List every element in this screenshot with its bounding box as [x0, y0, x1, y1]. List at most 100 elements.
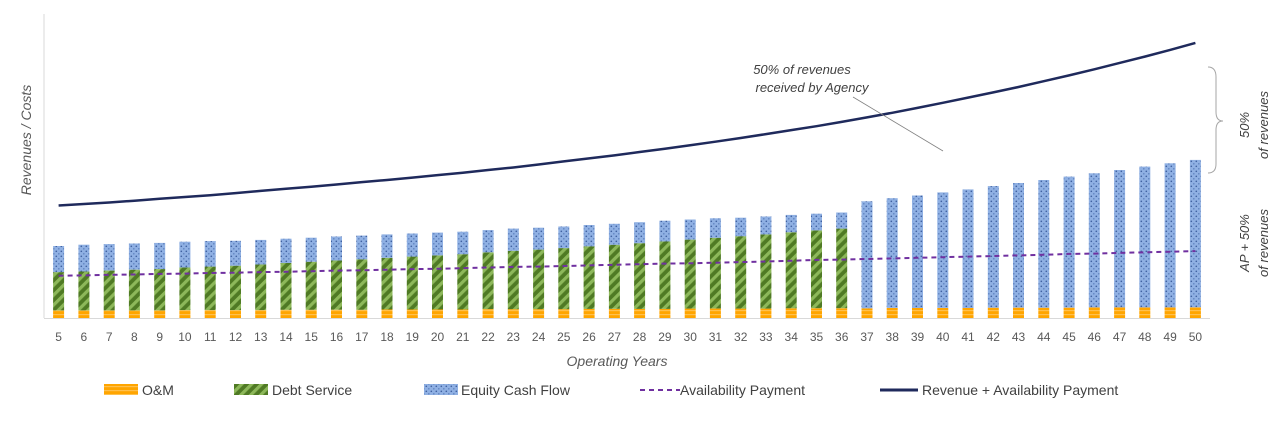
bar-om-46: [1088, 307, 1100, 318]
bar-equity-cash-flow-11: [204, 241, 216, 267]
bar-om-28: [634, 308, 646, 318]
annotation-lower-line2: of revenues: [1256, 209, 1271, 277]
annotation-lower-line1: AP + 50%: [1237, 214, 1252, 273]
bar-equity-cash-flow-25: [558, 226, 570, 249]
x-tick-label-8: 8: [131, 330, 138, 344]
x-tick-label-47: 47: [1113, 330, 1127, 344]
bar-om-30: [684, 308, 696, 318]
bar-om-48: [1139, 307, 1151, 318]
bar-debt-service-7: [103, 270, 115, 311]
x-tick-label-25: 25: [557, 330, 571, 344]
bar-equity-cash-flow-21: [457, 231, 469, 255]
bar-debt-service-9: [154, 269, 166, 311]
bar-om-22: [482, 309, 494, 318]
bar-equity-cash-flow-36: [836, 212, 848, 229]
x-tick-label-6: 6: [81, 330, 88, 344]
legend-label-om: O&M: [142, 382, 174, 398]
bar-equity-cash-flow-22: [482, 230, 494, 253]
line-layer: [58, 41, 1196, 277]
x-tick-label-32: 32: [734, 330, 748, 344]
bar-om-11: [204, 310, 216, 318]
bar-om-6: [78, 310, 90, 318]
x-tick-label-27: 27: [608, 330, 622, 344]
bar-debt-service-15: [305, 261, 317, 310]
bar-equity-cash-flow-41: [962, 189, 974, 308]
bar-debt-service-25: [558, 248, 570, 310]
x-tick-label-23: 23: [507, 330, 521, 344]
bar-equity-cash-flow-13: [255, 239, 267, 265]
x-tick-label-19: 19: [406, 330, 420, 344]
annotation-agency-line1: 50% of revenues: [753, 62, 851, 77]
x-tick-label-30: 30: [684, 330, 698, 344]
bar-debt-service-20: [432, 255, 443, 310]
legend-label-equity: Equity Cash Flow: [461, 382, 571, 398]
bar-equity-cash-flow-37: [861, 201, 873, 309]
bar-equity-cash-flow-5: [53, 246, 65, 273]
bar-debt-service-34: [785, 232, 797, 309]
bar-equity-cash-flow-33: [760, 216, 772, 235]
bar-om-24: [533, 309, 545, 318]
x-tick-label-37: 37: [860, 330, 874, 344]
bar-om-44: [1038, 307, 1050, 318]
bar-equity-cash-flow-34: [785, 214, 797, 233]
x-tick-label-21: 21: [456, 330, 470, 344]
bar-layer: [53, 159, 1201, 318]
bar-equity-cash-flow-16: [331, 236, 342, 261]
bar-debt-service-36: [836, 228, 848, 309]
x-tick-label-34: 34: [785, 330, 799, 344]
bar-om-25: [558, 309, 570, 318]
bar-equity-cash-flow-40: [937, 192, 949, 308]
bar-equity-cash-flow-15: [305, 237, 317, 262]
bar-equity-cash-flow-6: [78, 244, 90, 272]
x-tick-label-49: 49: [1163, 330, 1177, 344]
bar-equity-cash-flow-39: [912, 195, 923, 308]
bar-om-10: [179, 310, 191, 318]
bar-om-7: [103, 310, 115, 318]
x-tick-label-46: 46: [1088, 330, 1102, 344]
bar-equity-cash-flow-10: [179, 241, 191, 268]
bar-debt-service-12: [230, 265, 241, 311]
bar-debt-service-5: [53, 272, 65, 311]
bar-om-36: [836, 308, 848, 318]
bar-om-47: [1114, 307, 1126, 318]
bar-om-15: [305, 309, 317, 318]
bar-debt-service-24: [533, 249, 545, 310]
bar-om-42: [987, 307, 999, 318]
bar-equity-cash-flow-46: [1088, 173, 1100, 308]
bar-debt-service-30: [684, 239, 696, 309]
bar-equity-cash-flow-23: [507, 228, 519, 251]
bar-equity-cash-flow-17: [356, 235, 368, 260]
bar-debt-service-19: [406, 256, 418, 310]
bar-equity-cash-flow-29: [659, 220, 671, 242]
x-tick-label-26: 26: [582, 330, 596, 344]
bar-om-49: [1164, 307, 1176, 318]
x-tick-label-18: 18: [380, 330, 394, 344]
bar-debt-service-27: [608, 244, 620, 309]
bar-equity-cash-flow-19: [406, 233, 418, 257]
x-tick-label-9: 9: [156, 330, 163, 344]
bar-debt-service-14: [280, 263, 292, 310]
legend-label-debt: Debt Service: [272, 382, 352, 398]
bar-om-17: [356, 309, 368, 318]
legend-label-revenue: Revenue + Availability Payment: [922, 382, 1118, 398]
bar-debt-service-26: [583, 246, 595, 309]
bar-om-29: [659, 308, 671, 318]
bar-om-27: [608, 308, 620, 318]
bar-om-40: [937, 308, 949, 318]
bar-om-33: [760, 308, 772, 318]
bar-debt-service-33: [760, 234, 772, 309]
x-tick-label-24: 24: [532, 330, 546, 344]
bar-equity-cash-flow-44: [1038, 180, 1050, 308]
bar-equity-cash-flow-27: [608, 223, 620, 245]
bar-om-43: [1013, 307, 1024, 318]
bar-equity-cash-flow-7: [103, 244, 115, 271]
bar-equity-cash-flow-20: [432, 232, 443, 256]
x-tick-label-12: 12: [229, 330, 243, 344]
bar-debt-service-11: [204, 266, 216, 311]
x-tick-label-10: 10: [178, 330, 192, 344]
bar-om-19: [406, 309, 418, 318]
x-tick-label-44: 44: [1037, 330, 1051, 344]
bar-equity-cash-flow-43: [1013, 183, 1024, 308]
bar-equity-cash-flow-8: [128, 243, 140, 270]
bar-equity-cash-flow-48: [1139, 166, 1151, 308]
